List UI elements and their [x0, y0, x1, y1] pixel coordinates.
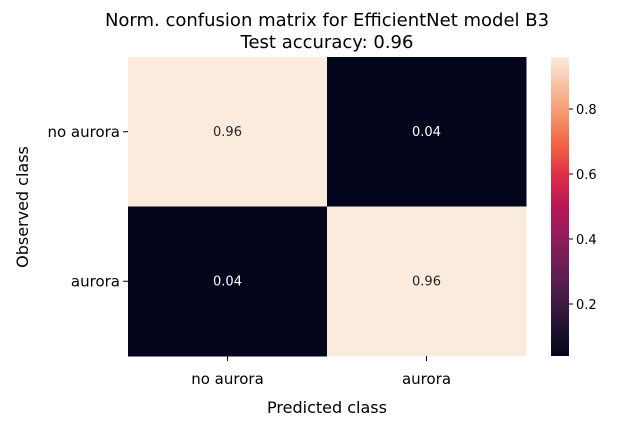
heatmap-cell-labels: 0.96 0.04 0.04 0.96 [213, 125, 441, 290]
heatmap-cell-value: 0.04 [213, 274, 242, 289]
x-axis-ticks: no aurora aurora [191, 356, 451, 388]
colorbar-tick-label: 0.2 [576, 298, 597, 313]
x-axis-label: Predicted class [267, 398, 387, 417]
x-tick-label: no aurora [191, 370, 264, 388]
y-tick-label: no aurora [47, 123, 120, 141]
colorbar [551, 57, 569, 356]
heatmap-cell [327, 206, 527, 357]
chart-title: Norm. confusion matrix for EfficientNet … [105, 10, 549, 31]
heatmap-cell-value: 0.96 [213, 125, 242, 140]
heatmap-cell [128, 206, 328, 357]
y-axis-label: Observed class [13, 146, 32, 268]
y-axis-ticks: no aurora aurora [47, 123, 128, 290]
y-tick-label: aurora [71, 272, 120, 290]
colorbar-ticks: 0.2 0.4 0.6 0.8 [569, 103, 597, 313]
heatmap-cell [327, 57, 527, 207]
heatmap-cell-value: 0.96 [412, 274, 441, 289]
colorbar-tick-label: 0.4 [576, 233, 597, 248]
x-tick-label: aurora [402, 370, 451, 388]
colorbar-tick-label: 0.6 [576, 168, 597, 183]
heatmap-cell [128, 57, 328, 207]
chart-subtitle: Test accuracy: 0.96 [240, 32, 414, 53]
heatmap-cell-value: 0.04 [412, 125, 441, 140]
colorbar-tick-label: 0.8 [576, 103, 597, 118]
heatmap-cells [128, 57, 527, 357]
